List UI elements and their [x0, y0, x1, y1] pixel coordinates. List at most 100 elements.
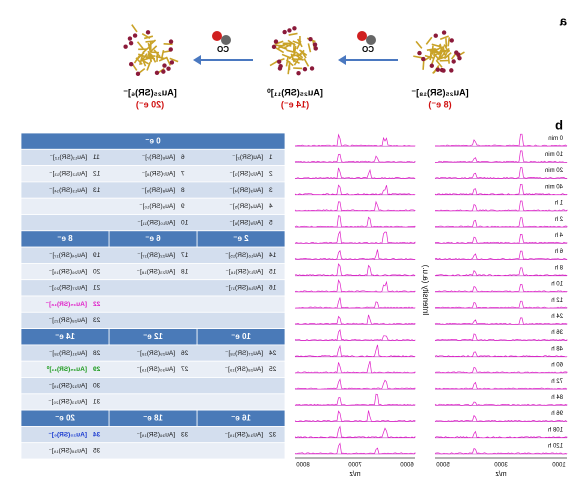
sulfur-atom	[421, 56, 426, 62]
spectrum	[294, 230, 416, 244]
entry-formula: [Au₂₉(SR)₁₈]⁻	[136, 350, 175, 357]
entry-number: 3	[269, 187, 273, 194]
time-label: 4 h	[555, 233, 563, 239]
bond	[131, 24, 138, 33]
sulfur-atom	[276, 59, 282, 64]
spectrum	[434, 366, 568, 374]
bond	[275, 47, 285, 54]
bond	[141, 57, 147, 67]
sulfur-atom	[123, 44, 128, 49]
time-label: 108 h	[548, 427, 563, 433]
entry-formula: [Au₃₆(SR)₁₉]⁻	[136, 431, 175, 438]
bond	[142, 46, 150, 54]
bond	[425, 36, 433, 45]
spectrum	[294, 378, 416, 390]
bond	[297, 38, 303, 48]
entry-number: 14	[269, 252, 277, 259]
time-label: 48 h	[551, 346, 563, 352]
entry-formula: [Au₆(SR)₇]⁻	[141, 154, 175, 161]
bond	[303, 58, 310, 67]
sulfur-atom	[429, 63, 435, 68]
panel-label: a	[559, 13, 567, 28]
entry-number: 29	[93, 366, 101, 373]
entry-formula: [Au₈(SR)₉]⁻	[141, 187, 175, 194]
bond	[429, 48, 439, 52]
sulfur-atom	[282, 29, 287, 35]
header-text: 16 e⁻	[231, 413, 251, 422]
x-axis-label: m/z	[495, 471, 507, 478]
bond	[149, 45, 158, 53]
reagent: CO	[362, 45, 374, 54]
entry-number: 8	[181, 187, 185, 194]
spectrum	[434, 167, 568, 180]
entry-formula: [Au₂₃(SR)₁₈]⁻	[136, 268, 175, 275]
y-axis-label: Intensity (a.u.)	[421, 264, 430, 315]
sulfur-atom	[154, 70, 160, 76]
entry-formula: [Au₃(SR)₄]⁻	[229, 187, 263, 194]
sulfur-atom	[449, 68, 454, 73]
spectrum	[294, 410, 416, 422]
spectrum	[294, 184, 416, 196]
bond	[278, 45, 288, 51]
entry-formula: [Au₇(SR)₈]⁻	[141, 170, 175, 177]
bond	[291, 58, 300, 64]
entry-number: 30	[93, 382, 101, 389]
spectrum	[434, 414, 568, 423]
time-label: 40 min	[545, 184, 563, 190]
time-label: 2 h	[555, 217, 563, 223]
entry-formula: [Au₂₇(SR)₁₈]⁻	[224, 350, 263, 357]
entry-formula: [Au₅(SR)₆]⁻	[229, 219, 263, 226]
entry-number: 15	[269, 268, 277, 275]
bond	[295, 51, 304, 59]
bond	[293, 57, 300, 66]
sulfur-atom	[128, 40, 134, 46]
sulfur-atom	[168, 39, 174, 44]
co-oxygen	[357, 31, 367, 41]
header-text: 2 e⁻	[233, 234, 248, 243]
header-text: 20 e⁻	[55, 413, 75, 422]
entry-formula: [Au₁₁(SR)₁₂]⁻	[49, 154, 87, 161]
sulfur-atom	[287, 28, 292, 33]
entry-formula: [Au₂(SR)₃]⁻	[229, 170, 263, 177]
sulfur-atom	[169, 60, 175, 65]
entry-number: 23	[93, 317, 101, 324]
entry-formula: [Au₃₂(SR)₁₉]⁻	[48, 382, 87, 389]
x-tick-label: 5000	[436, 463, 450, 469]
bond	[422, 60, 425, 70]
bond	[149, 51, 160, 54]
entry-number: 9	[181, 203, 185, 210]
entry-formula: [Au₂₄(SR)₁₇]⁻	[48, 252, 87, 259]
spectrum	[434, 267, 568, 277]
time-label: 36 h	[551, 330, 563, 336]
sulfur-atom	[312, 42, 318, 47]
reagent: CO	[217, 45, 229, 54]
x-tick-label: 8000	[296, 463, 310, 469]
panel-label: b	[555, 117, 563, 132]
time-label: 10 h	[551, 282, 563, 288]
entry-formula: [Au₁₃(SR)₁₄]⁻	[48, 187, 87, 194]
bond	[141, 32, 151, 40]
entry-number: 26	[181, 350, 189, 357]
header-text: 10 e⁻	[231, 332, 251, 341]
header-text: 12 e⁻	[143, 332, 163, 341]
sulfur-atom	[127, 36, 133, 41]
sulfur-atom	[309, 66, 315, 71]
sulfur-atom	[292, 26, 297, 31]
entry-formula: [Au₁₆(SR)₁₅]⁻	[224, 252, 263, 259]
bond	[281, 53, 291, 59]
header-text: 0 e⁻	[145, 136, 160, 145]
spectrum	[294, 442, 416, 455]
spectrum	[434, 351, 568, 358]
entry-formula: [Au₃₈(SR)₁₉]⁻	[48, 448, 87, 455]
sulfur-atom	[296, 70, 301, 76]
time-label: 120 h	[548, 444, 563, 450]
cluster-electrons: (20 e⁻)	[136, 99, 164, 109]
time-label: 60 h	[551, 363, 563, 369]
spectrum	[434, 333, 568, 342]
spectrum	[434, 183, 568, 196]
entry-formula: [Au₁₀(SR)₁₁]⁻	[137, 219, 175, 226]
entry-number: 28	[93, 350, 101, 357]
bond	[429, 51, 432, 61]
